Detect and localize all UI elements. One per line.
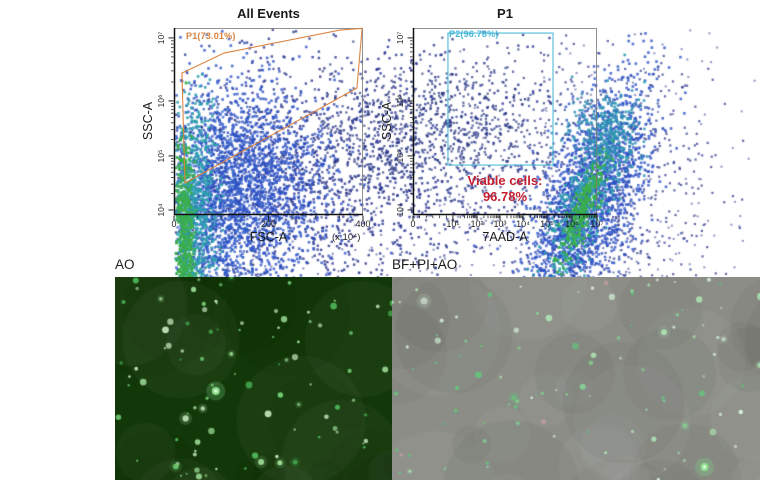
plot-title-all-events: All Events (237, 6, 300, 21)
x-axis-label-fsc-a: FSC-A (249, 230, 288, 244)
y-tick-label: 10⁵ (156, 149, 166, 163)
y-tick-label: 10⁷ (395, 31, 405, 45)
x-axis-label-7aad-a: 7AAD-A (482, 230, 528, 244)
x-tick-label: 0 (171, 219, 177, 229)
plot-title-p1: P1 (497, 6, 513, 21)
micrograph-label-ao: AO (115, 257, 135, 272)
viable-cells-annotation-line2: 96.78% (482, 189, 528, 204)
y-axis-label-ssc-a-right: SSC-A (380, 101, 394, 141)
micrograph-canvas-bf-pi-ao (392, 277, 760, 480)
micrograph-label-bf-pi-ao: BF+PI+AO (392, 257, 458, 272)
x-tick-label: 10⁶ (565, 219, 579, 229)
x-tick-label: 10⁴ (516, 219, 530, 229)
x-tick-label: 10⁵ (540, 219, 554, 229)
y-axis-label-ssc-a-left: SSC-A (141, 101, 155, 141)
y-tick-label: 10⁴ (156, 203, 166, 217)
y-tick-label: 10⁶ (156, 94, 166, 108)
x-tick-label: 10³ (493, 219, 507, 229)
gate-label-p2: P2(96.78%) (449, 29, 499, 39)
y-tick-label: 10⁷ (156, 31, 166, 45)
y-tick-label: 10⁶ (395, 94, 405, 108)
gate-label-p1: P1(73.01%) (186, 31, 236, 41)
x-tick-label: 0 (410, 219, 416, 229)
x-tick-label: 10⁷ (590, 219, 604, 229)
x-tick-label: 200 (260, 219, 277, 229)
x-tick-label: 10² (470, 219, 484, 229)
x-axis-unit-multiplier: (x 10⁴) (332, 232, 361, 243)
y-tick-label: 10⁵ (395, 149, 405, 163)
y-tick-label: 10⁴ (395, 203, 405, 217)
x-tick-label: 10¹ (446, 219, 460, 229)
x-tick-label: 400 (355, 219, 371, 229)
viable-cells-annotation-line1: Viable cells: (467, 173, 543, 188)
